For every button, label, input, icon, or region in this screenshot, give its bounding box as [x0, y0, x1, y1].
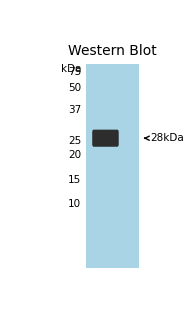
Text: 37: 37 [68, 105, 81, 115]
Text: 28kDa: 28kDa [145, 133, 184, 143]
Text: Western Blot: Western Blot [68, 44, 157, 58]
FancyBboxPatch shape [92, 130, 119, 147]
Text: 20: 20 [68, 150, 81, 160]
Text: 15: 15 [68, 175, 81, 185]
Text: 25: 25 [68, 136, 81, 146]
Text: 50: 50 [68, 83, 81, 93]
FancyBboxPatch shape [86, 65, 139, 268]
Text: 75: 75 [68, 66, 81, 77]
Text: 10: 10 [68, 199, 81, 209]
Text: kDa: kDa [61, 65, 81, 74]
